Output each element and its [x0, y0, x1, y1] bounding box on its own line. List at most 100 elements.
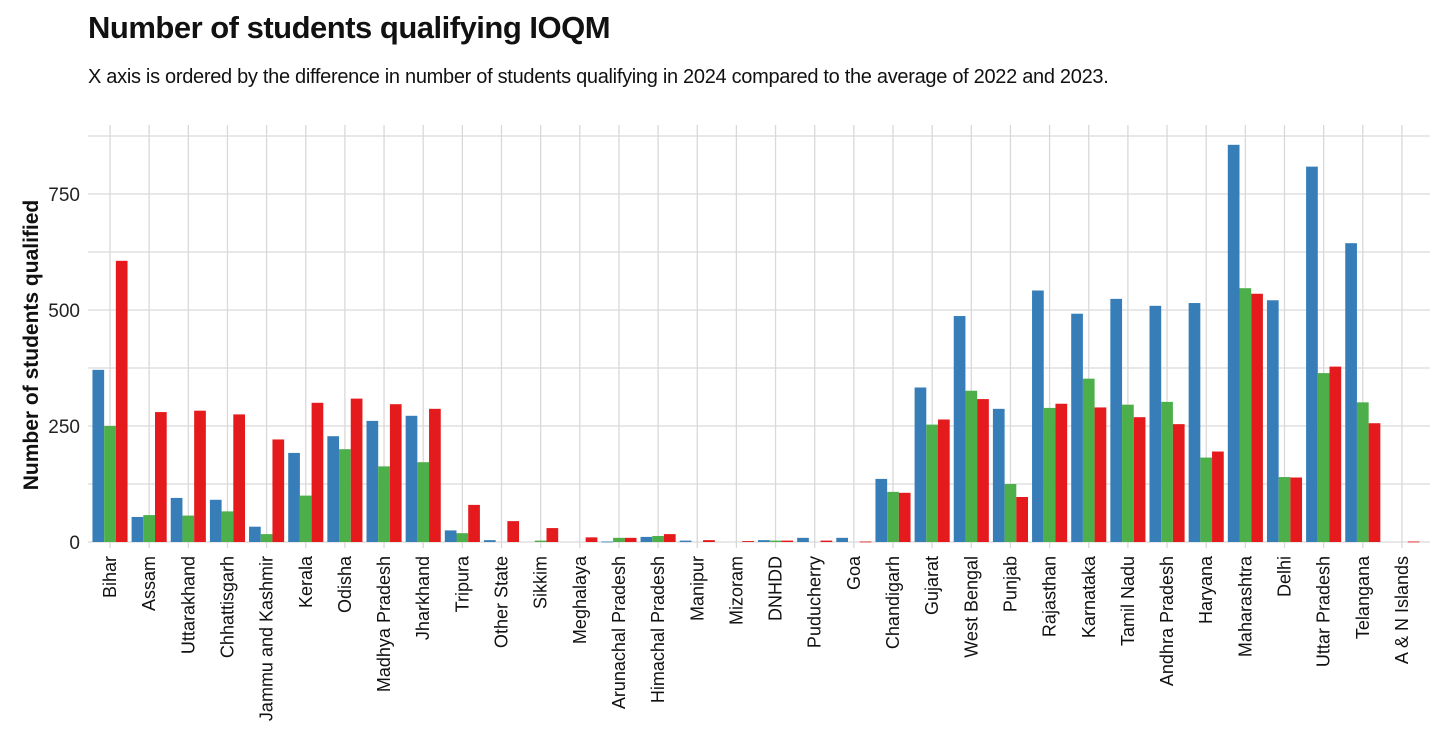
bar-bihar-s2: [104, 426, 116, 542]
bar-chandigarh-s1: [875, 478, 888, 542]
bar-goa-s1: [836, 537, 848, 542]
x-tick-label: Madhya Pradesh: [374, 556, 394, 692]
x-tick-label: Other State: [492, 556, 512, 648]
bar-jammu-and-kashmir-s3: [272, 439, 285, 542]
bar-a-n-islands-s3: [1407, 541, 1420, 543]
bar-rajasthan-s3: [1055, 403, 1068, 542]
x-tick-label: DNHDD: [766, 556, 786, 621]
x-tick-label: Tamil Nadu: [1118, 556, 1138, 646]
bar-dnhdd-s2: [769, 540, 782, 542]
bar-punjab-s3: [1016, 496, 1028, 542]
bar-other-state-s1: [483, 540, 496, 542]
bar-bihar-s3: [115, 260, 128, 542]
bar-madhya-pradesh-s1: [366, 420, 379, 542]
x-tick-label: Chandigarh: [883, 556, 903, 649]
x-tick-label: Puducherry: [805, 556, 825, 648]
x-tick-label: Bihar: [100, 556, 120, 598]
bar-haryana-s2: [1200, 457, 1213, 542]
bar-karnataka-s1: [1071, 313, 1083, 542]
chart-subtitle: X axis is ordered by the difference in n…: [88, 66, 1109, 88]
x-tick-label: A & N Islands: [1392, 556, 1412, 664]
bar-kerala-s2: [299, 495, 312, 542]
bar-sikkim-s2: [534, 540, 547, 542]
bar-karnataka-s2: [1082, 378, 1095, 542]
x-tick-label: Rajasthan: [1040, 556, 1060, 637]
y-axis-title: Number of students qualified: [20, 200, 43, 491]
bar-maharashtra-s3: [1251, 293, 1263, 542]
x-tick-label: Odisha: [335, 555, 355, 613]
y-tick-label: 750: [48, 185, 80, 206]
bar-puducherry-s1: [797, 537, 809, 542]
bar-delhi-s1: [1266, 300, 1279, 542]
bar-jharkhand-s3: [429, 408, 441, 542]
x-tick-label: Karnataka: [1079, 555, 1099, 638]
bar-uttar-pradesh-s2: [1317, 373, 1330, 542]
bar-assam-s1: [131, 516, 144, 542]
x-tick-label: Meghalaya: [570, 555, 590, 644]
bar-chandigarh-s3: [898, 492, 911, 542]
bar-arunachal-pradesh-s2: [613, 537, 625, 542]
bar-west-bengal-s1: [953, 316, 966, 542]
bar-west-bengal-s3: [977, 399, 989, 542]
x-tick-label: Goa: [844, 555, 864, 590]
bar-manipur-s3: [703, 540, 715, 542]
bar-himachal-pradesh-s1: [640, 536, 653, 542]
bar-other-state-s3: [507, 521, 520, 542]
bar-chhattisgarh-s3: [233, 414, 245, 542]
bar-delhi-s2: [1278, 477, 1291, 542]
bar-goa-s3: [859, 541, 872, 543]
bar-himachal-pradesh-s3: [663, 534, 676, 542]
bar-gujarat-s1: [914, 387, 927, 542]
bar-himachal-pradesh-s2: [652, 535, 664, 542]
x-tick-label: Himachal Pradesh: [648, 556, 668, 703]
bar-gujarat-s2: [926, 424, 938, 542]
bar-tamil-nadu-s3: [1133, 417, 1146, 542]
bar-mizoram-s3: [742, 541, 754, 542]
bar-tamil-nadu-s2: [1122, 404, 1134, 542]
bar-west-bengal-s2: [965, 390, 978, 542]
bar-telangana-s2: [1356, 402, 1369, 542]
bar-odisha-s2: [339, 449, 351, 542]
x-tick-label: Tripura: [452, 555, 472, 612]
bar-arunachal-pradesh-s1: [601, 541, 614, 543]
x-tick-label: Chhattisgarh: [217, 556, 237, 658]
bar-arunachal-pradesh-s3: [624, 537, 637, 542]
bar-andhra-pradesh-s2: [1161, 401, 1173, 542]
x-tick-label: Gujarat: [922, 556, 942, 615]
bar-gujarat-s3: [938, 419, 950, 542]
bar-meghalaya-s3: [585, 537, 598, 542]
bar-manipur-s1: [679, 540, 692, 542]
bar-tamil-nadu-s1: [1110, 298, 1123, 542]
bar-dnhdd-s1: [758, 540, 770, 542]
x-tick-label: West Bengal: [961, 556, 981, 658]
x-tick-label: Kerala: [296, 555, 316, 608]
bar-uttarakhand-s1: [170, 497, 183, 542]
y-tick-label: 0: [69, 533, 80, 554]
bar-chhattisgarh-s2: [221, 511, 234, 542]
bar-punjab-s1: [992, 408, 1005, 542]
bar-tripura-s2: [456, 533, 469, 542]
bar-maharashtra-s2: [1239, 288, 1252, 542]
bar-rajasthan-s1: [1032, 290, 1044, 542]
bar-telangana-s1: [1345, 243, 1357, 542]
bar-kerala-s3: [311, 402, 324, 542]
bar-uttarakhand-s2: [182, 515, 195, 542]
bar-assam-s2: [143, 515, 155, 542]
x-tick-label: Jharkhand: [413, 556, 433, 640]
bar-karnataka-s3: [1094, 407, 1107, 542]
x-tick-label: Andhra Pradesh: [1157, 556, 1177, 686]
bar-rajasthan-s2: [1043, 407, 1056, 542]
bar-dnhdd-s3: [781, 540, 794, 542]
x-tick-label: Jammu and Kashmir: [257, 556, 277, 721]
bar-haryana-s3: [1212, 451, 1224, 542]
x-tick-label: Punjab: [1000, 556, 1020, 612]
bar-maharashtra-s1: [1227, 144, 1240, 543]
bar-uttarakhand-s3: [194, 410, 206, 542]
bar-tripura-s1: [444, 530, 457, 542]
x-tick-label: Manipur: [687, 556, 707, 621]
x-tick-label: Assam: [139, 556, 159, 611]
bar-punjab-s2: [1004, 484, 1017, 542]
bar-chandigarh-s2: [887, 491, 899, 542]
bar-andhra-pradesh-s1: [1149, 305, 1162, 542]
